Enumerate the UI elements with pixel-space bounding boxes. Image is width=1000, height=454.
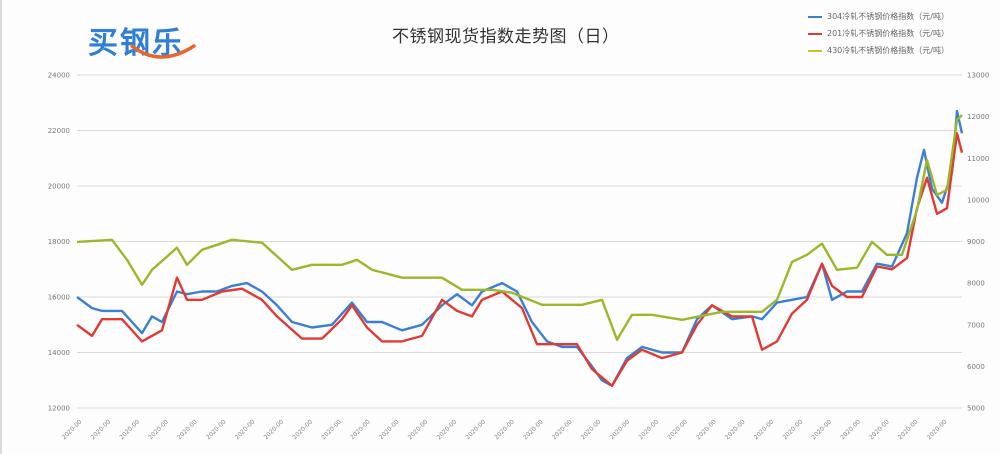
legend-swatch-red — [808, 32, 822, 35]
right-axis-tick: 5000 — [967, 405, 985, 413]
x-axis-tick: 2020-00 — [464, 418, 487, 441]
x-axis-tick: 2020-00 — [349, 418, 372, 441]
x-axis-tick: 2020-00 — [753, 418, 776, 441]
x-axis-tick: 2020-00 — [436, 418, 459, 441]
right-axis-tick: 10000 — [967, 196, 989, 204]
left-axis-tick: 24000 — [48, 72, 70, 80]
series-line-1 — [76, 132, 964, 387]
x-axis-tick: 2020-00 — [320, 418, 343, 441]
x-axis-tick: 2020-00 — [810, 418, 833, 441]
brand-logo: 买钢乐 — [88, 18, 218, 62]
left-axis-tick: 22000 — [48, 127, 70, 135]
right-axis-tick: 9000 — [967, 238, 985, 246]
x-axis-tick: 2020-00 — [839, 418, 862, 441]
x-axis-tick: 2020-00 — [61, 418, 84, 441]
x-axis-tick: 2020-00 — [378, 418, 401, 441]
x-axis-tick: 2020-00 — [695, 418, 718, 441]
series-line-0 — [76, 109, 964, 387]
chart-title: 不锈钢现货指数走势图（日） — [392, 27, 620, 47]
legend-item-430: 430冷轧不锈钢价格指数（元/吨） — [808, 42, 998, 59]
x-axis-tick: 2020-00 — [493, 418, 516, 441]
legend-item-304: 304冷轧不锈钢价格指数（元/吨） — [808, 8, 998, 25]
right-axis-tick: 7000 — [967, 321, 985, 329]
x-axis-tick: 2020-00 — [868, 418, 891, 441]
x-axis-tick: 2020-00 — [90, 418, 113, 441]
x-axis-tick: 2020-00 — [407, 418, 430, 441]
right-axis-tick: 8000 — [967, 280, 985, 288]
right-axis-tick: 12000 — [967, 113, 989, 121]
x-axis-tick: 2020-00 — [522, 418, 545, 441]
left-axis-tick: 16000 — [48, 294, 70, 302]
x-axis-tick: 2020-00 — [609, 418, 632, 441]
x-axis-tick: 2020-00 — [666, 418, 689, 441]
x-axis-tick: 2020-00 — [637, 418, 660, 441]
x-axis-tick: 2020-00 — [234, 418, 257, 441]
x-axis-tick: 2020-00 — [724, 418, 747, 441]
x-axis-tick: 2020-00 — [263, 418, 286, 441]
x-axis-tick: 2020-00 — [897, 418, 920, 441]
x-axis-tick: 2020-00 — [205, 418, 228, 441]
right-axis-tick: 11000 — [967, 155, 989, 163]
legend-label: 430冷轧不锈钢价格指数（元/吨） — [827, 46, 949, 55]
left-axis-tick: 20000 — [48, 183, 70, 191]
chart-legend: 304冷轧不锈钢价格指数（元/吨） 201冷轧不锈钢价格指数（元/吨） 430冷… — [808, 8, 998, 59]
x-axis-tick: 2020-00 — [551, 418, 574, 441]
smile-icon — [130, 44, 196, 59]
x-axis-tick: 2020-00 — [580, 418, 603, 441]
series-line-2 — [76, 114, 963, 341]
x-axis-tick: 2020-00 — [782, 418, 805, 441]
x-axis-tick: 2020-00 — [147, 418, 170, 441]
right-axis-tick: 13000 — [967, 72, 989, 80]
right-axis-tick: 6000 — [967, 363, 985, 371]
legend-item-201: 201冷轧不锈钢价格指数（元/吨） — [808, 25, 998, 42]
left-axis-tick: 18000 — [48, 238, 70, 246]
legend-swatch-blue — [808, 15, 822, 18]
x-axis-tick: 2020-00 — [176, 418, 199, 441]
x-axis-tick: 2020-00 — [291, 418, 314, 441]
x-axis-tick: 2020-00 — [118, 418, 141, 441]
legend-label: 201冷轧不锈钢价格指数（元/吨） — [827, 29, 949, 38]
legend-swatch-green — [808, 49, 822, 52]
x-axis-tick: 2020-00 — [926, 418, 949, 441]
left-axis-tick: 12000 — [48, 405, 70, 413]
legend-label: 304冷轧不锈钢价格指数（元/吨） — [827, 12, 949, 21]
left-axis-tick: 14000 — [48, 349, 70, 357]
